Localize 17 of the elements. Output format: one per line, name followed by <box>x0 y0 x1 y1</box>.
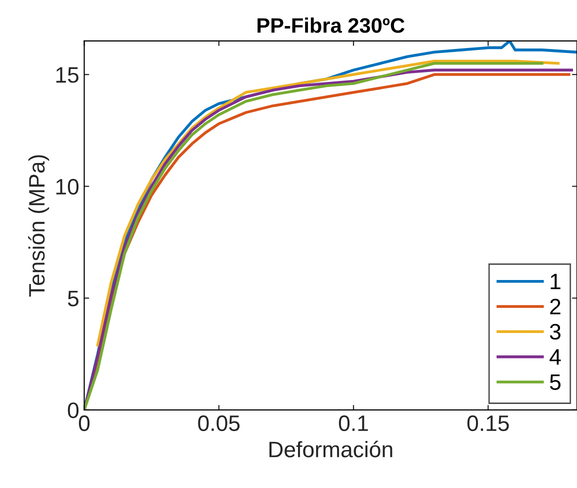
legend-label: 3 <box>550 324 560 340</box>
legend-label: 2 <box>550 298 560 314</box>
x-tick-label: 0.15 <box>467 415 509 432</box>
legend-label: 5 <box>550 374 561 390</box>
y-axis-title: Tensión (MPa) <box>28 155 50 297</box>
legend-label: 4 <box>550 349 561 365</box>
x-tick-label: 0.1 <box>338 415 368 432</box>
y-tick-label: 15 <box>56 67 78 83</box>
legend-label: 1 <box>550 274 560 290</box>
line-series <box>96 60 560 346</box>
chart-title: PP-Fibra 230ºC <box>258 18 404 33</box>
y-tick-label: 5 <box>68 290 78 306</box>
x-tick-label: 0 <box>78 415 90 432</box>
x-tick-label: 0.05 <box>198 415 240 432</box>
x-axis-title: Deformación <box>269 440 392 458</box>
y-tick-label: 0 <box>68 402 79 418</box>
y-tick-label: 10 <box>56 178 79 195</box>
